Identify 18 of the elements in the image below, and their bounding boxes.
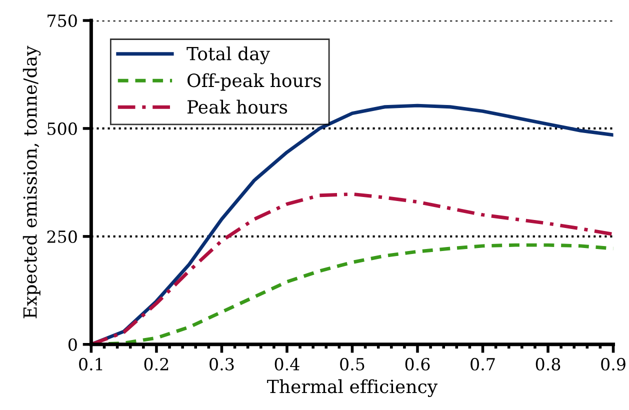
x-tick-label: 0.3 — [210, 358, 234, 370]
x-tick-label: 0.9 — [601, 358, 626, 370]
y-axis-title: Expected emission, tonne/day — [22, 46, 41, 318]
y-tick-label: 750 — [48, 14, 77, 28]
y-tick-label: 500 — [48, 122, 77, 136]
x-axis-title: Thermal efficiency — [267, 379, 438, 398]
legend-label: Total day — [186, 46, 270, 64]
x-tick-label: 0.5 — [340, 358, 364, 370]
x-tick-label: 0.2 — [144, 358, 168, 370]
x-tick-label: 0.7 — [470, 358, 495, 370]
x-tick-label: 0.1 — [79, 358, 102, 370]
x-tick-label: 0.8 — [536, 358, 560, 370]
y-tick-label: 0 — [68, 338, 77, 351]
x-tick-label: 0.4 — [274, 358, 300, 370]
legend-label: Peak hours — [188, 100, 288, 114]
x-tick-label: 0.6 — [405, 358, 430, 370]
y-tick-label: 250 — [47, 230, 77, 243]
legend-label: Off-peak hours — [188, 73, 321, 91]
